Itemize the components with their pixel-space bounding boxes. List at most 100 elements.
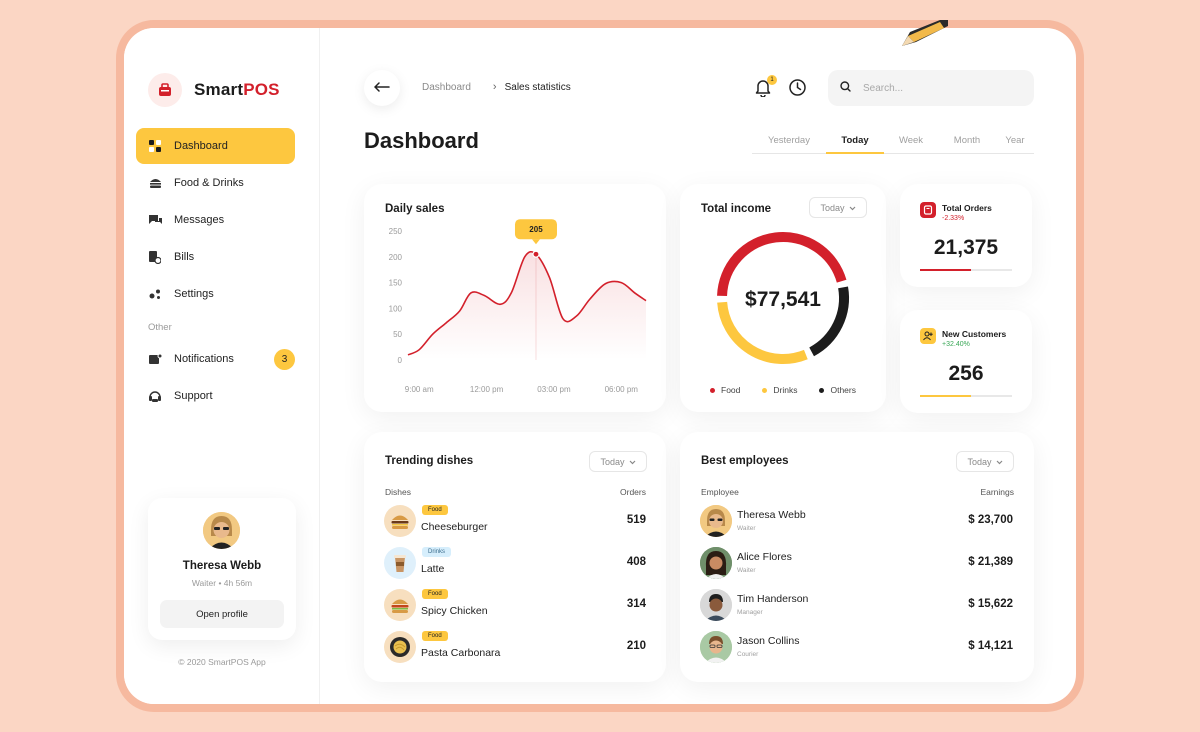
support-icon	[148, 389, 162, 403]
y-tick-label: 150	[389, 279, 403, 288]
avatar	[700, 505, 732, 537]
copyright: © 2020 SmartPOS App	[178, 657, 266, 667]
list-item[interactable]: Food Spicy Chicken 314	[384, 587, 646, 625]
employee-role: Courier	[737, 651, 759, 658]
sidebar-item-label: Settings	[174, 288, 214, 300]
chevron-down-icon	[849, 203, 856, 213]
employee-role: Waiter	[737, 525, 756, 532]
tab-yesterday[interactable]: Yesterday	[768, 135, 810, 146]
income-filter-label: Today	[820, 202, 845, 213]
employee-role: Waiter	[737, 567, 756, 574]
employee-earnings: $ 14,121	[968, 640, 1013, 652]
search-input[interactable]	[863, 82, 1023, 94]
x-tick-label: 9:00 am	[405, 385, 434, 394]
list-item[interactable]: Food Pasta Carbonara 210	[384, 629, 646, 667]
tab-year[interactable]: Year	[1005, 135, 1025, 146]
y-tick-label: 250	[389, 227, 403, 236]
y-tick-label: 100	[389, 304, 403, 313]
logo-text: SmartPOS	[194, 80, 280, 99]
app-window: SmartPOS Dashboard Food & Drinks Message…	[124, 28, 1076, 704]
orders-icon	[920, 202, 936, 218]
sidebar-item-food-drinks[interactable]: Food & Drinks	[136, 165, 295, 201]
daily-sales-title: Daily sales	[385, 203, 445, 215]
messages-icon	[148, 213, 162, 227]
notifications-button[interactable]: 1	[754, 75, 777, 101]
dishes-column-header: Dishes	[385, 487, 411, 497]
sidebar-item-support[interactable]: Support	[136, 378, 295, 414]
table-row[interactable]: Alice Flores Waiter $ 21,389	[700, 545, 1013, 583]
best-employees-card: Best employees Today Employee Earnings T…	[680, 432, 1034, 682]
sidebar-item-dashboard[interactable]: Dashboard	[136, 128, 295, 164]
back-button[interactable]	[364, 70, 400, 106]
period-tabs: Yesterday Today Week Month Year	[752, 130, 1034, 154]
sidebar-item-label: Messages	[174, 214, 225, 226]
legend-dot	[819, 388, 825, 394]
y-tick-label: 200	[389, 253, 403, 262]
employee-name: Theresa Webb	[737, 509, 806, 521]
employees-filter-dropdown[interactable]: Today	[956, 451, 1014, 472]
search-box	[828, 70, 1034, 106]
legend-food: Food	[710, 385, 740, 395]
sidebar-section-other: Other	[148, 322, 172, 333]
table-row[interactable]: Tim Handerson Manager $ 15,622	[700, 587, 1013, 625]
total-income-title: Total income	[701, 203, 772, 215]
tab-today[interactable]: Today	[826, 130, 884, 154]
best-employees-title: Best employees	[701, 455, 789, 467]
list-item[interactable]: Drinks Latte 408	[384, 545, 646, 583]
x-tick-label: 06:00 pm	[605, 385, 639, 394]
employee-earnings: $ 21,389	[968, 556, 1013, 568]
trending-dishes-card: Trending dishes Today Dishes Orders Food…	[364, 432, 666, 682]
bell-icon	[754, 80, 772, 101]
list-item[interactable]: Food Cheeseburger 519	[384, 503, 646, 541]
peak-point[interactable]	[532, 250, 540, 258]
tab-month[interactable]: Month	[953, 135, 981, 146]
trending-filter-dropdown[interactable]: Today	[589, 451, 647, 472]
donut-slice-food[interactable]	[717, 232, 847, 297]
avatar	[203, 512, 240, 549]
income-filter-dropdown[interactable]: Today	[809, 197, 867, 218]
logo[interactable]: SmartPOS	[148, 73, 280, 107]
tab-week[interactable]: Week	[898, 135, 924, 146]
drinks-tag: Drinks	[422, 547, 452, 557]
legend-dot	[762, 388, 768, 394]
employee-column-header: Employee	[701, 487, 739, 497]
tooltip-pointer	[531, 239, 540, 245]
dish-orders: 210	[626, 640, 646, 652]
sidebar-nav: Dashboard Food & Drinks Messages Bills S…	[136, 128, 295, 415]
sidebar-item-messages[interactable]: Messages	[136, 202, 295, 238]
new-customers-change: +32.40%	[942, 341, 970, 348]
sidebar-item-label: Food & Drinks	[174, 177, 244, 189]
bell-badge: 1	[767, 75, 777, 85]
new-customers-card: New Customers +32.40% 256	[900, 310, 1032, 413]
avatar	[700, 547, 732, 579]
latte-image	[384, 547, 416, 579]
profile-name: Theresa Webb	[182, 560, 262, 572]
sidebar-item-settings[interactable]: Settings	[136, 276, 295, 312]
breadcrumb: Dashboard › Sales statistics	[422, 81, 571, 93]
dashboard-icon	[148, 139, 162, 153]
table-row[interactable]: Theresa Webb Waiter $ 23,700	[700, 503, 1013, 541]
history-button[interactable]	[788, 78, 808, 98]
cheeseburger-image	[384, 505, 416, 537]
donut-slice-drinks[interactable]	[717, 301, 808, 364]
table-row[interactable]: Jason Collins Courier $ 14,121	[700, 629, 1013, 667]
sidebar-item-bills[interactable]: Bills	[136, 239, 295, 275]
total-income-card: Total income Today $77,541 Food Drinks O…	[680, 184, 886, 412]
arrow-left-icon	[373, 79, 390, 97]
total-orders-change: -2.33%	[942, 215, 965, 222]
open-profile-button[interactable]: Open profile	[160, 600, 284, 628]
employees-filter-label: Today	[967, 456, 992, 467]
food-tag: Food	[422, 589, 448, 599]
progress-fill	[920, 395, 971, 397]
total-orders-value: 21,375	[933, 236, 999, 259]
new-customers-value: 256	[948, 362, 984, 385]
add-user-icon	[920, 328, 936, 344]
search-icon	[840, 79, 851, 97]
settings-icon	[148, 287, 162, 301]
breadcrumb-dashboard[interactable]: Dashboard	[422, 81, 471, 93]
donut-slice-others[interactable]	[809, 286, 849, 357]
sidebar-item-notifications[interactable]: Notifications 3	[136, 341, 295, 377]
dish-orders: 314	[626, 598, 646, 610]
progress-fill	[920, 269, 971, 271]
daily-sales-chart: 0 50 100 150 200 250 9:00 am 12:00 pm 03:00 pm 0…	[389, 219, 647, 394]
